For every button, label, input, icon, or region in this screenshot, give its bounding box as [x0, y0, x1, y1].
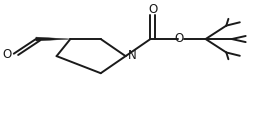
Text: O: O — [174, 32, 183, 45]
Text: O: O — [2, 48, 12, 61]
Polygon shape — [36, 37, 70, 41]
Text: N: N — [128, 49, 137, 62]
Text: O: O — [148, 3, 158, 16]
